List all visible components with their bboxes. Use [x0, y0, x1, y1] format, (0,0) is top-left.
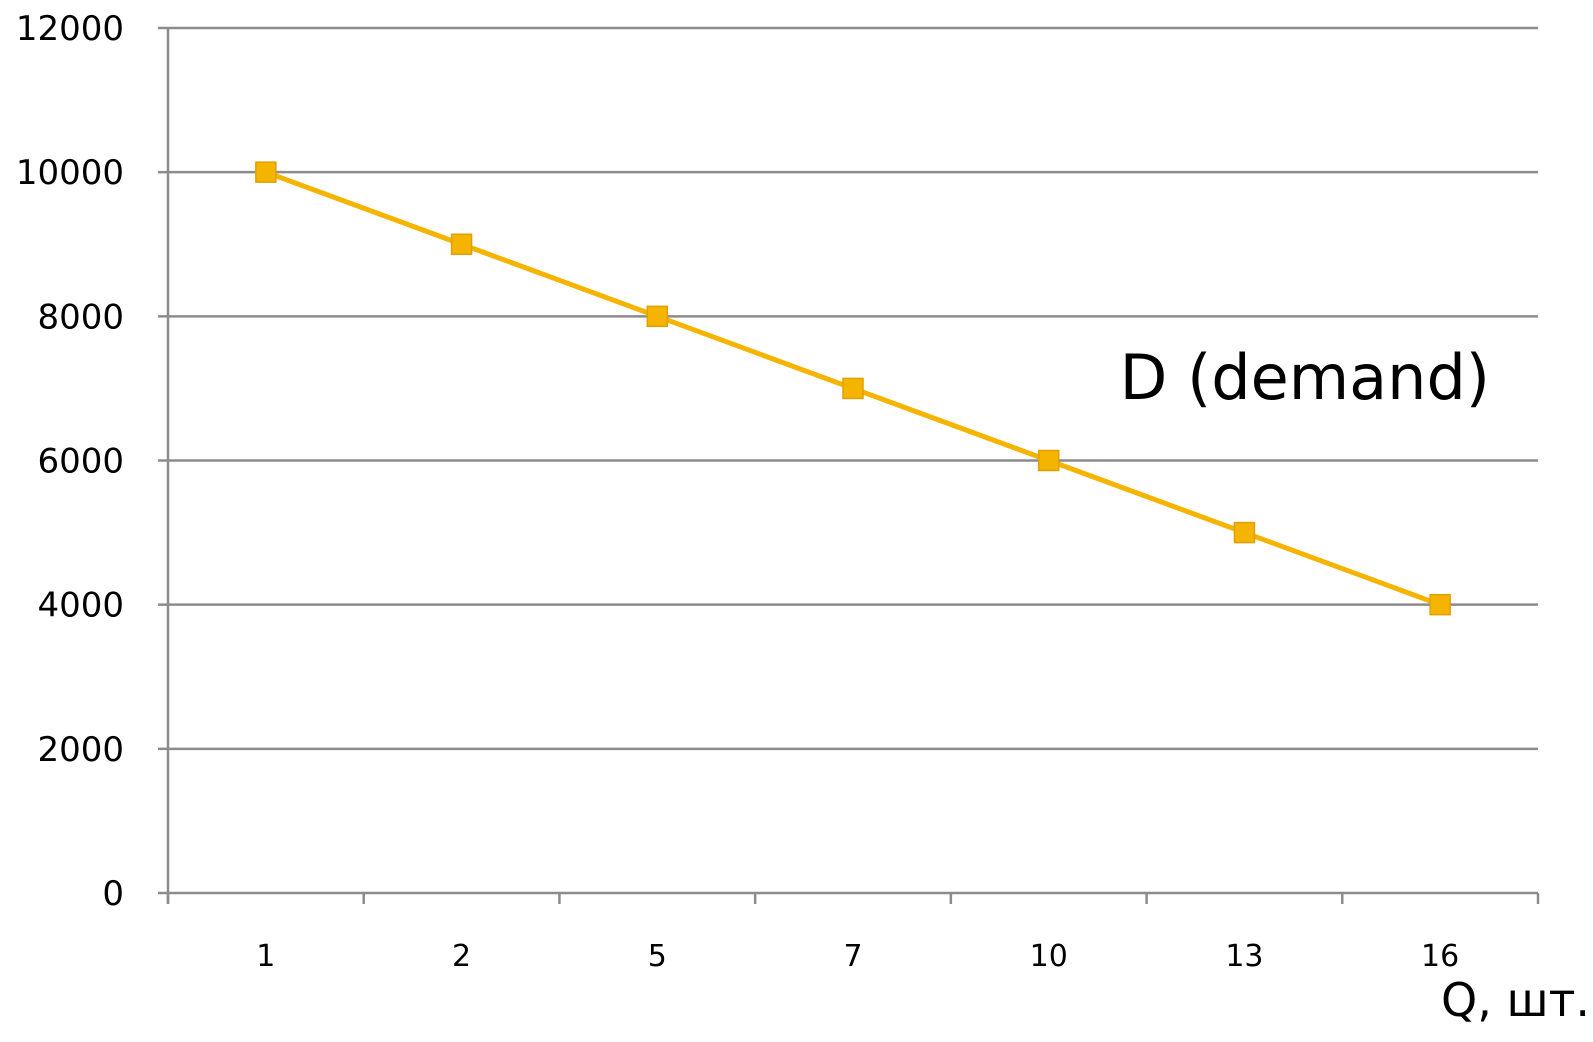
data-point-marker [842, 377, 864, 400]
y-tick-label: 4000 [37, 586, 124, 626]
y-tick-labels: 0 2000 4000 6000 8000 10000 12000 [16, 9, 124, 914]
series-layer [255, 161, 1451, 616]
series-label: D (demand) [1120, 341, 1490, 414]
x-tick-label: 10 [1030, 939, 1068, 974]
data-point-marker [255, 161, 277, 183]
x-tick-labels: 1 2 5 7 10 13 16 [256, 939, 1459, 974]
x-tick-label: 16 [1421, 939, 1459, 974]
y-tick-label: 8000 [37, 297, 124, 337]
x-tick-label: 5 [648, 939, 667, 974]
x-tick-label: 2 [452, 939, 471, 974]
y-tick-label: 0 [102, 874, 124, 914]
x-tick-label: 7 [843, 939, 862, 974]
x-axis-label: Q, шт. [1441, 973, 1590, 1027]
axes [158, 26, 1540, 904]
data-point-marker [646, 305, 669, 328]
y-tick-label: 12000 [16, 9, 124, 49]
y-tick-label: 2000 [37, 730, 124, 770]
data-point-marker [1233, 521, 1256, 544]
data-point-marker [1037, 449, 1060, 472]
x-tick-label: 1 [256, 939, 275, 974]
data-point-marker [1429, 593, 1451, 616]
gridlines [168, 26, 1538, 751]
x-tick-label: 13 [1225, 939, 1263, 974]
data-point-marker [450, 233, 473, 255]
y-tick-label: 10000 [16, 153, 124, 193]
y-tick-label: 6000 [37, 442, 124, 482]
